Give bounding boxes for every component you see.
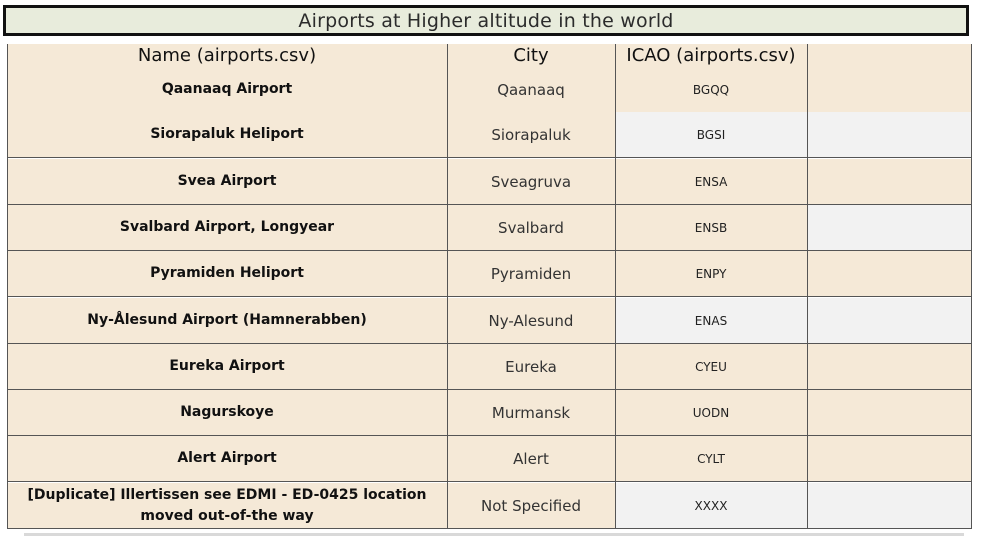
city-cell: Ny-Alesund	[447, 298, 615, 344]
icao-cell: BGQQ	[615, 67, 807, 113]
table-row[interactable]: Svea Airport Sveagruva ENSA	[7, 159, 972, 205]
icao-cell: ENAS	[615, 298, 807, 344]
name-cell: Nagurskoye	[7, 390, 447, 436]
column-header-icao[interactable]: ICAO (airports.csv)	[615, 44, 807, 67]
column-divider	[971, 44, 972, 529]
city-cell: Not Specified	[447, 483, 615, 529]
dashboard-title-bar: Airports at Higher altitude in the world	[3, 5, 969, 36]
empty-cell	[807, 67, 972, 113]
empty-cell	[807, 344, 972, 390]
column-header-extra	[807, 44, 972, 67]
icao-cell: UODN	[615, 390, 807, 436]
column-divider	[7, 44, 8, 529]
horizontal-scrollbar[interactable]	[24, 533, 964, 536]
city-cell: Svalbard	[447, 205, 615, 251]
empty-cell	[807, 298, 972, 344]
table-row[interactable]: Siorapaluk Heliport Siorapaluk BGSI	[7, 112, 972, 158]
column-header-name[interactable]: Name (airports.csv)	[7, 44, 447, 67]
dashboard-title: Airports at Higher altitude in the world	[298, 9, 674, 32]
name-cell: Qaanaaq Airport	[7, 67, 447, 113]
table-row[interactable]: Ny-Ålesund Airport (Hamnerabben) Ny-Alesu…	[7, 298, 972, 344]
table-row[interactable]: Alert Airport Alert CYLT	[7, 436, 972, 482]
empty-cell	[807, 251, 972, 297]
empty-cell	[807, 112, 972, 158]
table-row[interactable]: Svalbard Airport, Longyear Svalbard ENSB	[7, 205, 972, 251]
empty-cell	[807, 390, 972, 436]
column-divider	[615, 44, 616, 529]
name-cell: Svalbard Airport, Longyear	[7, 205, 447, 251]
name-cell: Pyramiden Heliport	[7, 251, 447, 297]
icao-cell: XXXX	[615, 483, 807, 529]
icao-cell: ENPY	[615, 251, 807, 297]
city-cell: Sveagruva	[447, 159, 615, 205]
column-divider	[447, 44, 448, 529]
table-row[interactable]: Pyramiden Heliport Pyramiden ENPY	[7, 251, 972, 297]
name-cell: Eureka Airport	[7, 344, 447, 390]
empty-cell	[807, 436, 972, 482]
empty-cell	[807, 159, 972, 205]
table-row[interactable]: Nagurskoye Murmansk UODN	[7, 390, 972, 436]
city-cell: Murmansk	[447, 390, 615, 436]
icao-cell: ENSB	[615, 205, 807, 251]
column-header-city[interactable]: City	[447, 44, 615, 67]
city-cell: Alert	[447, 436, 615, 482]
city-cell: Qaanaaq	[447, 67, 615, 113]
city-cell: Eureka	[447, 344, 615, 390]
name-cell: Siorapaluk Heliport	[7, 112, 447, 158]
name-cell: Svea Airport	[7, 159, 447, 205]
icao-cell: CYEU	[615, 344, 807, 390]
name-cell: Ny-Ålesund Airport (Hamnerabben)	[7, 298, 447, 344]
name-cell: [Duplicate] Illertissen see EDMI - ED-04…	[7, 483, 447, 529]
table-row[interactable]: Qaanaaq Airport Qaanaaq BGQQ	[7, 67, 972, 113]
empty-cell	[807, 483, 972, 529]
table-row[interactable]: [Duplicate] Illertissen see EDMI - ED-04…	[7, 483, 972, 529]
column-divider	[807, 44, 808, 529]
city-cell: Pyramiden	[447, 251, 615, 297]
city-cell: Siorapaluk	[447, 112, 615, 158]
name-cell: Alert Airport	[7, 436, 447, 482]
icao-cell: CYLT	[615, 436, 807, 482]
empty-cell	[807, 205, 972, 251]
table-row[interactable]: Eureka Airport Eureka CYEU	[7, 344, 972, 390]
icao-cell: ENSA	[615, 159, 807, 205]
icao-cell: BGSI	[615, 112, 807, 158]
